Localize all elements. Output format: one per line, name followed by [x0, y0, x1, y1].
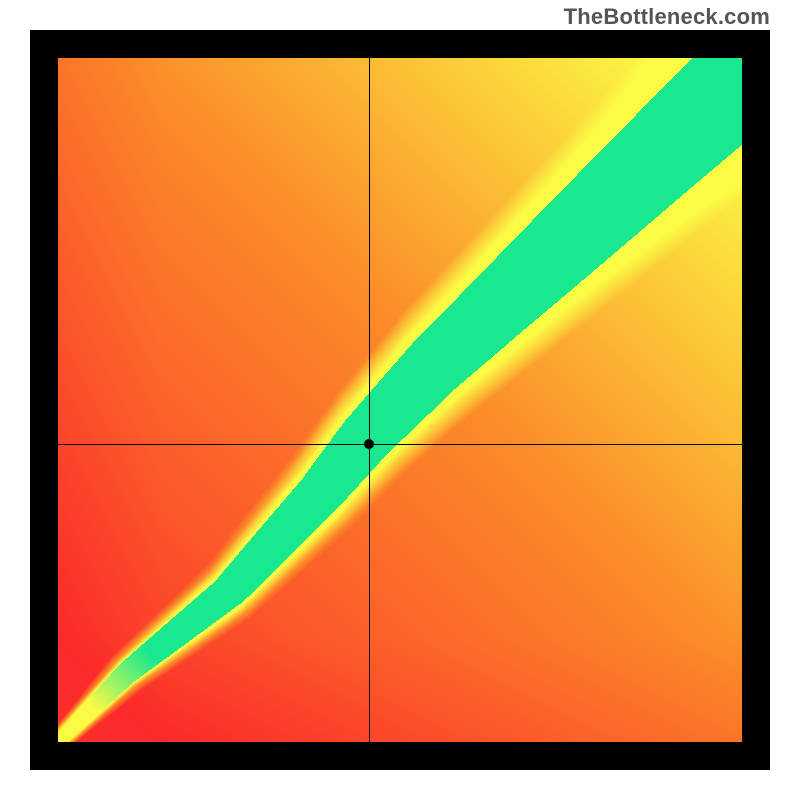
- crosshair-point: [364, 439, 374, 449]
- plot-area: [58, 58, 742, 742]
- crosshair-vertical: [369, 58, 370, 742]
- crosshair-horizontal: [58, 444, 742, 445]
- heatmap-canvas: [58, 58, 742, 742]
- watermark-text: TheBottleneck.com: [564, 4, 770, 30]
- chart-container: TheBottleneck.com: [0, 0, 800, 800]
- outer-black-frame: [30, 30, 770, 770]
